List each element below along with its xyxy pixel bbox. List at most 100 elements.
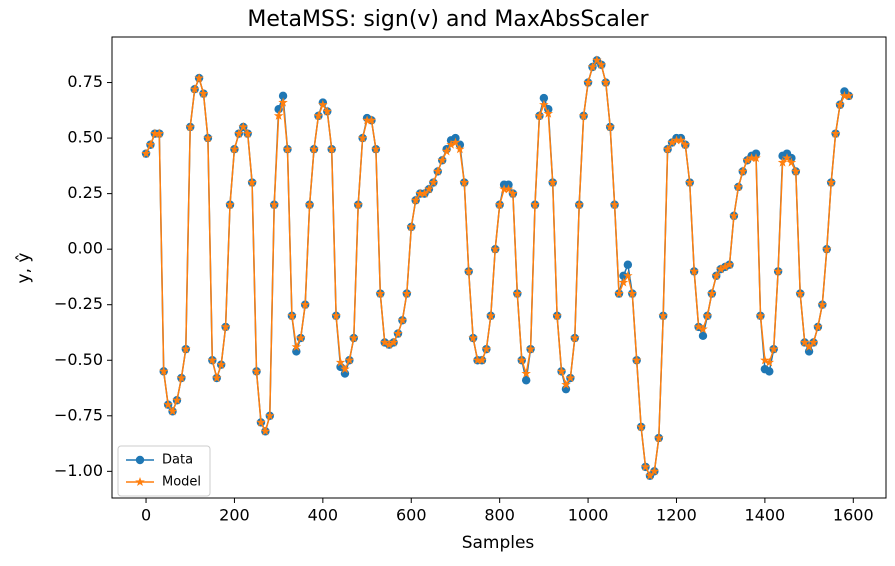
data-point [486, 310, 496, 320]
data-point [662, 144, 673, 154]
data-point [247, 177, 257, 187]
data-point [207, 355, 218, 365]
data-point [428, 177, 439, 187]
data-point [433, 166, 443, 176]
data-point [618, 277, 629, 287]
data-point [282, 144, 293, 154]
data-point [278, 97, 288, 107]
x-tick-label: 1400 [745, 506, 786, 525]
data-point [556, 366, 567, 376]
data-point [764, 357, 775, 367]
data-point [654, 433, 664, 443]
data-point [587, 62, 598, 71]
data-point [424, 184, 434, 194]
data-point [410, 195, 421, 205]
data-point [751, 153, 761, 163]
data-point [260, 426, 271, 436]
chart-title: MetaMSS: sign(v) and MaxAbsScaler [247, 7, 649, 32]
data-point [503, 184, 514, 194]
data-point [720, 261, 730, 271]
data-point [216, 359, 226, 369]
data-point [335, 357, 346, 367]
data-point [760, 355, 770, 365]
x-tick-label: 1200 [656, 506, 697, 525]
y-tick-label: −1.00 [54, 461, 103, 480]
legend-marker [135, 477, 145, 486]
data-point [791, 166, 801, 176]
data-point [450, 137, 461, 147]
data-point [685, 177, 695, 187]
data-point [419, 188, 430, 198]
data-point [331, 310, 341, 320]
data-point [804, 341, 814, 351]
data-point [225, 199, 235, 209]
data-point [172, 395, 182, 405]
y-tick-label: −0.25 [54, 294, 103, 313]
data-point [693, 321, 704, 331]
series [141, 55, 854, 480]
data-point [521, 368, 531, 378]
data-point [631, 355, 642, 365]
data-point [530, 199, 540, 209]
y-tick-label: −0.75 [54, 405, 103, 424]
data-point [715, 264, 726, 274]
data-point [189, 84, 200, 94]
data-point [371, 144, 381, 154]
legend-marker [135, 455, 145, 465]
data-point [477, 355, 487, 365]
data-point [627, 288, 637, 298]
legend-label: Model [162, 475, 201, 490]
data-point [494, 199, 505, 209]
data-point [313, 110, 324, 120]
data-point [702, 310, 713, 320]
data-point [795, 288, 805, 298]
data-point [817, 299, 828, 309]
data-point [623, 260, 633, 269]
data-point [830, 128, 841, 138]
data-point [464, 266, 474, 276]
data-point [402, 288, 412, 298]
series [141, 56, 854, 480]
data-point [729, 210, 739, 220]
data-point [707, 288, 717, 298]
data-point [242, 128, 253, 138]
data-point [441, 146, 452, 156]
data-point [680, 139, 691, 149]
data-point [265, 410, 275, 420]
data-point [835, 99, 845, 109]
data-point [645, 470, 655, 480]
data-point [782, 153, 792, 163]
data-point [459, 177, 470, 187]
data-point [185, 122, 195, 131]
data-point [309, 144, 319, 154]
data-point [698, 331, 708, 341]
data-point [609, 199, 620, 209]
data-point [291, 341, 302, 351]
data-point [437, 155, 447, 165]
data-point [388, 337, 399, 347]
data-point [592, 55, 602, 65]
data-point [822, 244, 832, 254]
data-point [340, 364, 350, 374]
data-point [384, 339, 394, 349]
data-point [318, 99, 328, 109]
data-point [304, 199, 315, 209]
data-point [742, 155, 752, 165]
data-point [658, 310, 668, 320]
data-point [786, 157, 797, 167]
data-point [220, 321, 231, 331]
data-point [468, 333, 478, 343]
data-point [269, 199, 279, 209]
data-point [326, 144, 337, 154]
data-point [397, 315, 408, 325]
data-point [357, 133, 368, 143]
y-tick-label: −0.50 [54, 350, 103, 369]
data-point [278, 91, 288, 101]
y-tick-label: 0.50 [67, 128, 103, 147]
data-point [614, 288, 624, 298]
data-point [344, 355, 355, 365]
data-point [150, 128, 160, 138]
data-point [561, 379, 571, 389]
data-point [605, 122, 615, 131]
data-point [415, 188, 425, 198]
